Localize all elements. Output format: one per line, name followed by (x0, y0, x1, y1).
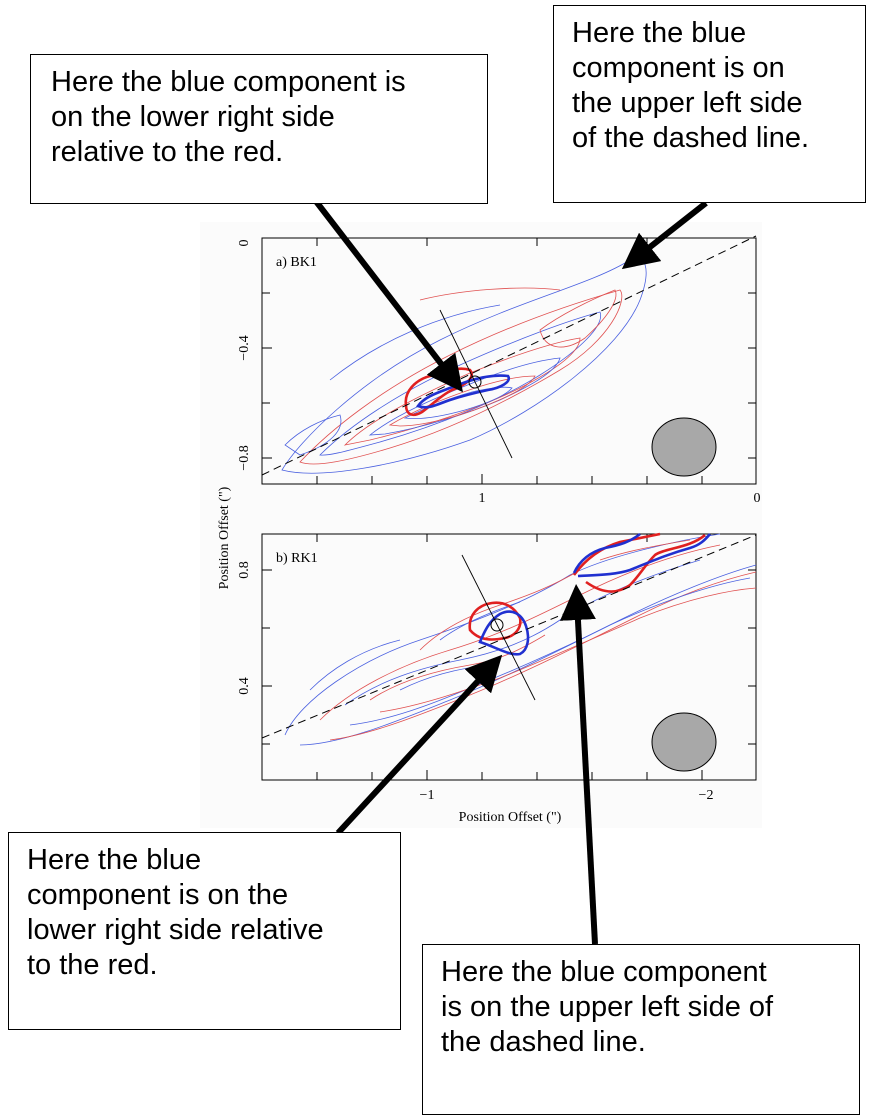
callout-bottom-right: Here the blue component is on the upper … (422, 944, 860, 1115)
panel-a-xtick-0: 1 (479, 491, 486, 506)
panel-b-ytick-0: 0.8 (237, 561, 252, 579)
panel-b-red-upper (572, 532, 706, 593)
panel-a-dashed-axis (261, 235, 757, 476)
panel-a-ytick-1: −0.4 (237, 335, 252, 360)
panel-a-center-marker (468, 375, 482, 389)
arrow-top-right (621, 200, 708, 270)
panel-b-blue-upper (572, 532, 711, 578)
panel-b-beam (651, 712, 717, 772)
callout-top-right-text: Here the blue component is on the upper … (572, 17, 810, 154)
panel-b-contours (284, 533, 757, 746)
panel-b-xtick-0: −1 (420, 788, 435, 803)
callout-bottom-left-text: Here the blue component is on the lower … (27, 844, 324, 981)
panel-a-ytick-0: 0 (237, 240, 252, 247)
panel-b-red-component (468, 601, 522, 641)
callout-bottom-right-text: Here the blue component is on the upper … (441, 956, 774, 1058)
y-axis-title: Position Offset (") (217, 486, 232, 589)
panel-a-xtick-1: 0 (754, 491, 761, 506)
panel-b-label: b) RK1 (276, 551, 318, 566)
panel-a-frame (261, 237, 757, 485)
callout-arrows (312, 198, 708, 945)
panel-b-xtick-1: −2 (699, 788, 714, 803)
arrow-bottom-left (335, 654, 503, 836)
panel-b-center-marker (490, 618, 504, 632)
panel-a-label: a) BK1 (276, 255, 317, 270)
callout-top-left-text: Here the blue component is on the lower … (51, 66, 406, 168)
panel-b: b) RK1 0.8 0.4 −1 −2 (237, 532, 757, 803)
panel-b-perpendicular-line (461, 554, 536, 701)
arrow-top-left (312, 198, 463, 393)
panel-b-blue-component (478, 610, 530, 656)
x-axis-title: Position Offset (") (459, 810, 562, 825)
panel-a: a) BK1 0 −0.4 −0.8 1 0 (237, 235, 761, 506)
panel-b-frame (261, 533, 757, 781)
panel-b-ytick-1: 0.4 (237, 677, 252, 695)
callout-top-left: Here the blue component is on the lower … (30, 54, 488, 204)
panel-b-dashed-axis (261, 534, 757, 739)
panel-a-beam (651, 417, 717, 477)
callout-bottom-left: Here the blue component is on the lower … (8, 832, 401, 1030)
panel-a-perpendicular-line (439, 309, 513, 459)
arrow-bottom-right (559, 584, 598, 945)
callout-top-right: Here the blue component is on the upper … (553, 5, 866, 203)
panel-a-ticks (262, 238, 756, 484)
panel-a-ytick-2: −0.8 (237, 445, 252, 470)
